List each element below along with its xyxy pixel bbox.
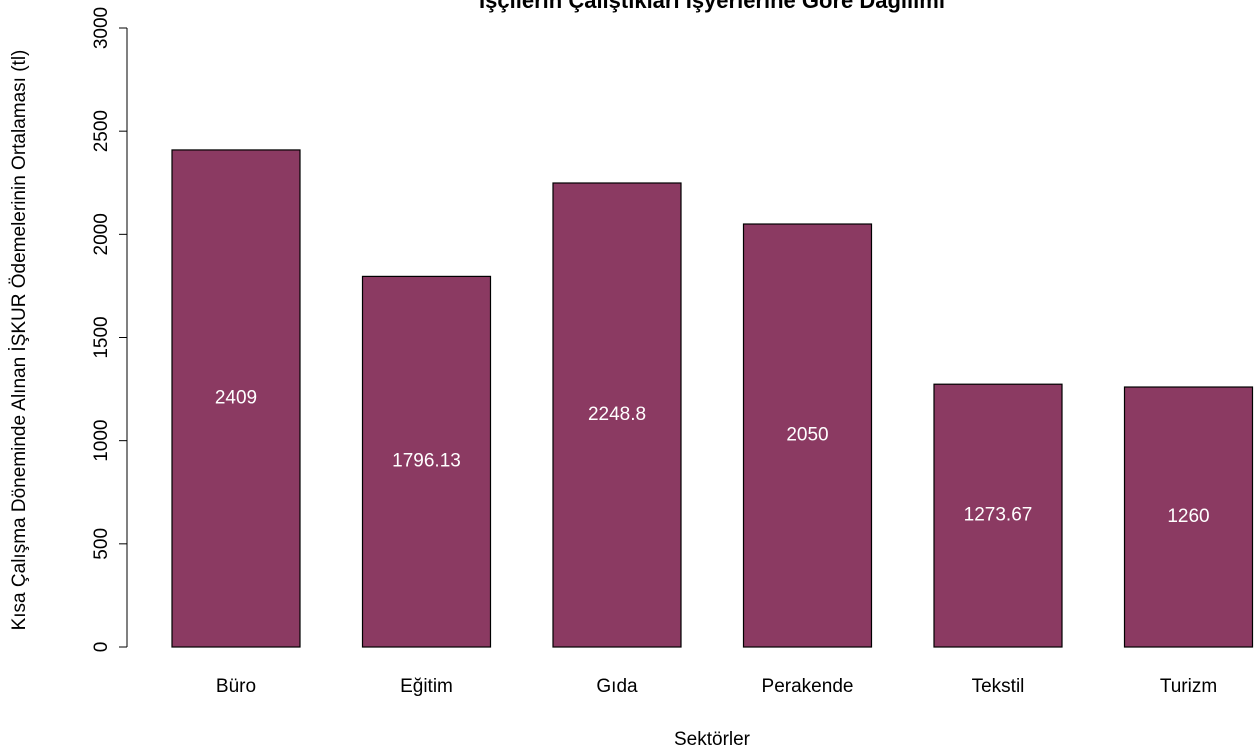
- x-tick-label: Turizm: [1160, 676, 1217, 697]
- x-tick-label: Perakende: [762, 676, 854, 697]
- x-tick-label: Tekstil: [972, 676, 1025, 697]
- chart-title: İşçilerin Çalıştıkları İşyerlerine Göre …: [479, 0, 945, 13]
- bar: [171, 149, 301, 648]
- bar: [933, 383, 1063, 648]
- x-axis-label: Sektörler: [674, 729, 751, 750]
- bar: [361, 275, 492, 648]
- value-label: 1260: [1167, 506, 1209, 527]
- y-tick-label: 1500: [91, 316, 112, 358]
- y-tick-label: 2500: [91, 110, 112, 152]
- value-label: 2248.8: [588, 404, 646, 425]
- value-label: 2409: [215, 387, 257, 408]
- x-tick-label: Gıda: [596, 676, 638, 697]
- x-tick-label: Büro: [216, 676, 256, 697]
- bar: [1123, 386, 1254, 648]
- value-label: 1273.67: [964, 505, 1033, 526]
- y-tick-label: 1000: [91, 420, 112, 462]
- x-tick-label: Eğitim: [400, 676, 453, 697]
- y-tick-label: 0: [91, 642, 112, 653]
- y-axis-label: Kısa Çalışma Döneminde Alınan İŞKUR Ödem…: [9, 50, 30, 631]
- value-label: 1796.13: [392, 451, 461, 472]
- value-label: 2050: [786, 425, 828, 446]
- bar: [742, 223, 873, 648]
- y-tick-label: 3000: [91, 7, 112, 49]
- y-tick-label: 500: [91, 528, 112, 560]
- y-tick-label: 2000: [91, 213, 112, 255]
- bar: [552, 182, 682, 648]
